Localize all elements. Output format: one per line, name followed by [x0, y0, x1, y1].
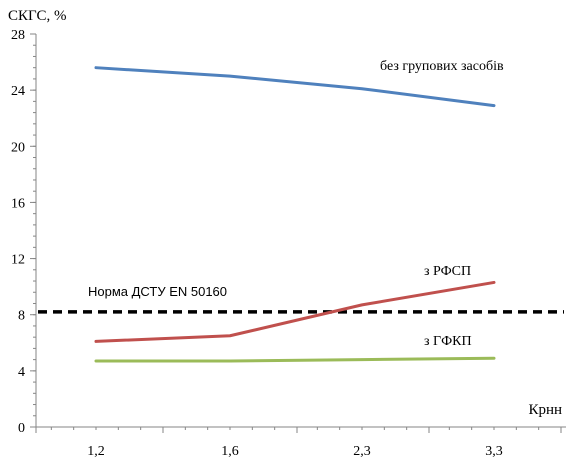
- y-ticks: 0 4 8 12 16 20 24 28: [11, 28, 36, 436]
- data-point: [360, 358, 364, 361]
- series-label-gfkp: з ГФКП: [424, 334, 472, 349]
- series-line-1: [94, 66, 496, 108]
- x-axis-title: Крнн: [528, 402, 562, 418]
- x-tick-label: 1,2: [87, 444, 105, 459]
- data-point: [228, 74, 232, 78]
- data-point: [94, 359, 98, 363]
- y-axis-title: СКГС, %: [8, 8, 66, 24]
- data-point: [360, 303, 364, 307]
- data-point: [360, 87, 364, 90]
- x-tick-label: 1,6: [221, 444, 239, 459]
- y-tick-label: 20: [11, 140, 25, 155]
- series-label-rfsp: з РФСП: [424, 264, 471, 279]
- x-tick-label: 3,3: [485, 444, 503, 459]
- x-ticks: 1,2 1,6 2,3 3,3: [35, 427, 562, 459]
- y-tick-label: 8: [18, 309, 25, 324]
- y-tick-label: 12: [11, 253, 25, 268]
- data-point: [94, 66, 98, 69]
- plot-area: 0 4 8 12 16 20 24 28 1,2 1,6 2,3 3,3: [11, 28, 566, 459]
- y-tick-label: 4: [18, 365, 25, 380]
- data-point: [492, 104, 496, 107]
- reference-line-label: Норма ДСТУ EN 50160: [88, 284, 227, 299]
- data-point: [228, 334, 232, 337]
- series-layer: [94, 66, 496, 363]
- y-tick-label: 24: [11, 84, 25, 99]
- series-label-without-group-means: без групових засобів: [380, 59, 504, 74]
- y-tick-label: 16: [11, 196, 25, 211]
- data-point: [492, 357, 496, 360]
- data-point: [228, 359, 232, 363]
- x-tick-label: 2,3: [353, 444, 371, 459]
- data-point: [492, 281, 496, 284]
- y-tick-label: 0: [18, 421, 25, 436]
- data-point: [94, 340, 98, 343]
- series-line-3: [94, 356, 496, 363]
- y-tick-label: 28: [11, 28, 25, 43]
- series-line-2: [94, 280, 496, 343]
